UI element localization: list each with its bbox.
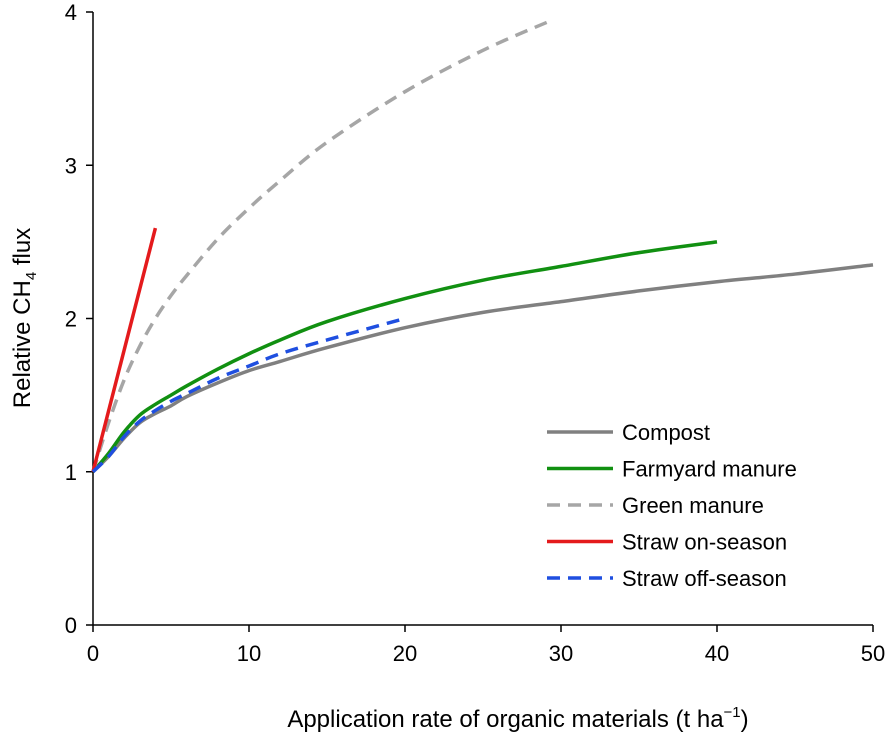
x-tick-label: 50: [861, 641, 885, 666]
legend-label-straw-off-season: Straw off-season: [622, 566, 787, 591]
series-green-manure: [91, 18, 554, 473]
y-tick-label: 1: [65, 460, 77, 485]
y-tick-label: 3: [65, 153, 77, 178]
y-tick-label: 0: [65, 613, 77, 638]
y-tick-label: 4: [65, 0, 77, 25]
x-tick-label: 40: [705, 641, 729, 666]
legend-label-compost: Compost: [622, 420, 710, 445]
series-straw-on-season: [91, 227, 158, 473]
x-axis-title-superscript: −1: [724, 704, 741, 721]
x-axis-title: Application rate of organic materials (t…: [287, 704, 748, 733]
x-tick-label: 30: [549, 641, 573, 666]
legend: Compost Farmyard manure Green manure Straw …: [547, 420, 797, 591]
legend-label-farmyard-manure: Farmyard manure: [622, 457, 797, 482]
series-farmyard-manure: [91, 240, 718, 473]
legend-label-straw-on-season: Straw on-season: [622, 530, 787, 555]
series-layer: [91, 18, 874, 474]
ticks: 0 10 20 30 40 50 0 1 2 3 4: [65, 0, 885, 666]
x-tick-label: 10: [237, 641, 261, 666]
series-compost: [91, 263, 874, 474]
x-tick-label: 20: [393, 641, 417, 666]
y-axis-title-subscript: 4: [23, 272, 40, 280]
x-tick-label: 0: [87, 641, 99, 666]
legend-label-green-manure: Green manure: [622, 493, 764, 518]
y-axis-title: Relative CH4 flux: [9, 228, 40, 408]
series-straw-off-season: [91, 316, 406, 474]
y-tick-label: 2: [65, 307, 77, 332]
